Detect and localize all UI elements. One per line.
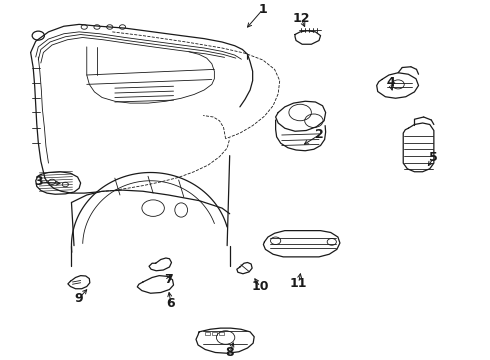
Text: 9: 9 xyxy=(75,292,83,305)
Text: 12: 12 xyxy=(293,12,310,25)
Text: 3: 3 xyxy=(34,175,43,188)
Text: 8: 8 xyxy=(225,346,234,359)
Bar xyxy=(219,332,224,334)
Text: 7: 7 xyxy=(164,273,173,286)
Text: 4: 4 xyxy=(386,76,395,89)
Text: 2: 2 xyxy=(315,129,323,141)
Text: 1: 1 xyxy=(259,3,267,16)
Text: 11: 11 xyxy=(290,276,307,290)
Text: 10: 10 xyxy=(251,280,269,293)
Bar xyxy=(212,332,218,334)
Text: 5: 5 xyxy=(429,151,438,164)
Text: 6: 6 xyxy=(167,297,175,310)
Bar xyxy=(205,332,210,334)
